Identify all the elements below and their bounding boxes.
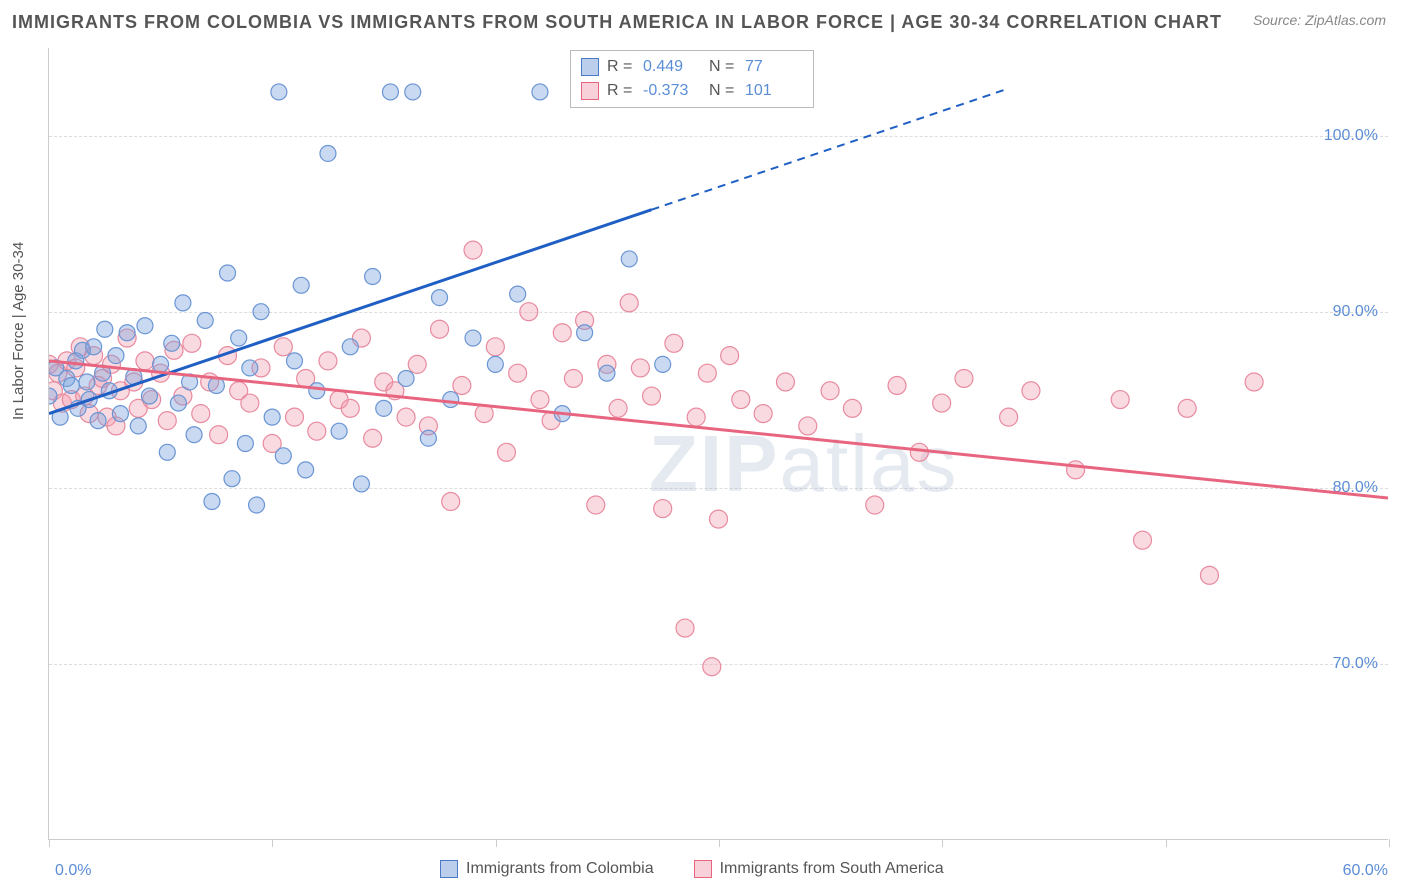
series-legend: Immigrants from Colombia Immigrants from… (440, 860, 944, 878)
y-axis-label: In Labor Force | Age 30-34 (10, 242, 27, 420)
xtick (719, 839, 720, 847)
swatch-pink-icon (694, 860, 712, 878)
n-value-pink: 101 (745, 82, 803, 100)
xtick (1166, 839, 1167, 847)
n-label: N = (709, 82, 737, 100)
n-value-blue: 77 (745, 58, 803, 76)
xtick-label-min: 0.0% (55, 862, 91, 880)
series-blue-name: Immigrants from Colombia (466, 860, 654, 878)
xtick-label-max: 60.0% (1343, 862, 1388, 880)
xtick (496, 839, 497, 847)
xtick (272, 839, 273, 847)
r-label: R = (607, 58, 635, 76)
plot-area: ZIPatlas 70.0%80.0%90.0%100.0% (48, 48, 1388, 840)
xtick (942, 839, 943, 847)
r-label: R = (607, 82, 635, 100)
swatch-pink-icon (581, 82, 599, 100)
series-pink-name: Immigrants from South America (720, 860, 944, 878)
xtick (49, 839, 50, 847)
xtick (1389, 839, 1390, 847)
swatch-blue-icon (581, 58, 599, 76)
n-label: N = (709, 58, 737, 76)
r-value-blue: 0.449 (643, 58, 701, 76)
source-label: Source: ZipAtlas.com (1253, 12, 1386, 28)
chart-svg (49, 48, 1388, 839)
swatch-blue-icon (440, 860, 458, 878)
correlation-legend: R = 0.449 N = 77 R = -0.373 N = 101 (570, 50, 814, 108)
r-value-pink: -0.373 (643, 82, 701, 100)
chart-title: IMMIGRANTS FROM COLOMBIA VS IMMIGRANTS F… (12, 12, 1222, 33)
